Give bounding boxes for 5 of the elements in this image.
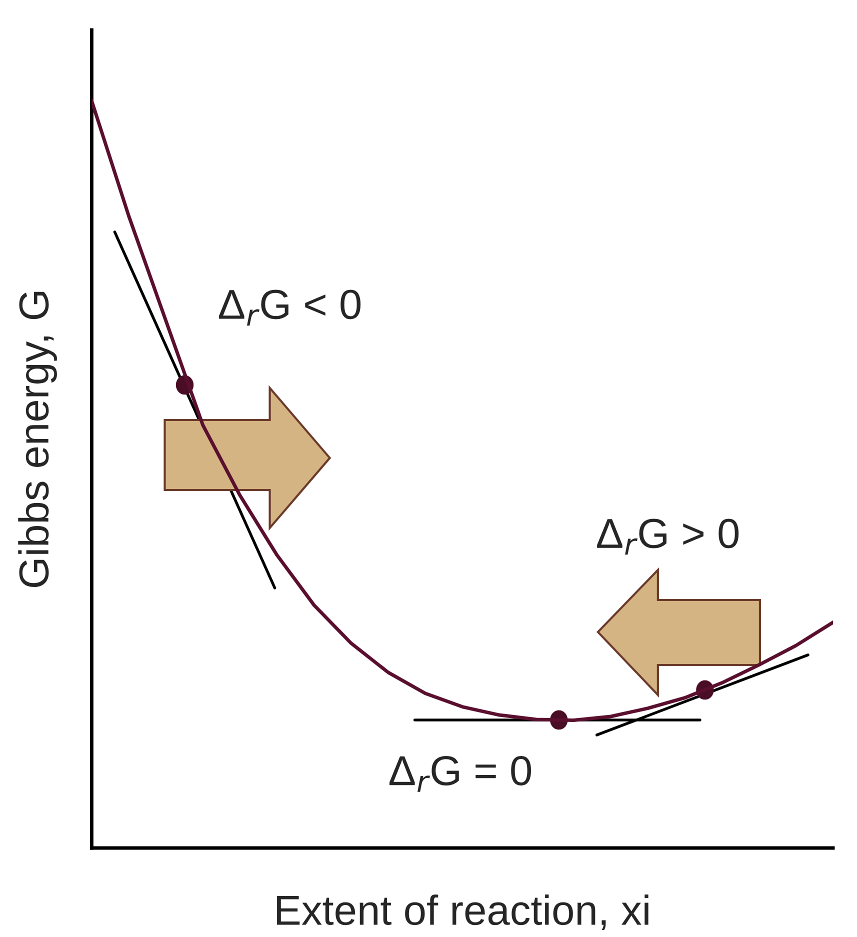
y-axis-title: Gibbs energy, G — [18, 292, 57, 588]
annotation: Δ$_{r}$G < 0 — [218, 290, 361, 326]
x-axis-title: Extent of reaction, xi — [277, 894, 648, 930]
annotation: Δ$_{r}$G > 0 — [597, 518, 739, 555]
annotation: Δ$_{r}$G = 0 — [389, 756, 532, 792]
